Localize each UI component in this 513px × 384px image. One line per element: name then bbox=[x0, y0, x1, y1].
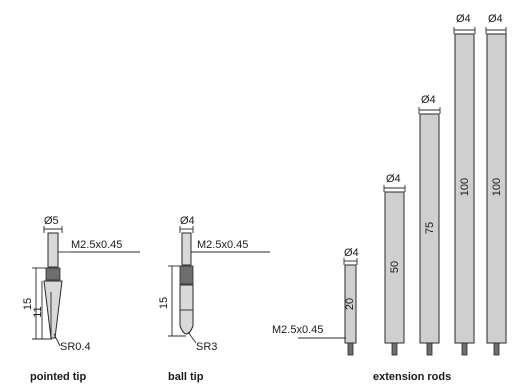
ball-radius-leader bbox=[187, 331, 197, 344]
extension-rods-caption: extension rods bbox=[373, 371, 451, 383]
rod4-thread bbox=[461, 342, 468, 356]
rod5-thread bbox=[493, 342, 500, 356]
rod2-diameter: Ø4 bbox=[386, 173, 401, 185]
extension-rod-75: Ø4 75 bbox=[418, 94, 441, 356]
pointed-tip-knurl bbox=[45, 267, 61, 281]
rod3-diameter: Ø4 bbox=[421, 94, 436, 106]
pointed-tip-shank bbox=[47, 232, 59, 268]
radius-leader bbox=[53, 333, 61, 347]
ball-tip-radius: SR3 bbox=[196, 341, 217, 353]
pointed-tip-caption: pointed tip bbox=[30, 371, 86, 383]
extension-rod-100-a: Ø4 100 bbox=[453, 13, 476, 356]
rod2-length: 50 bbox=[389, 261, 401, 273]
ball-tip-length: 15 bbox=[158, 297, 170, 309]
extension-rod-100-b: Ø4 100 bbox=[485, 13, 507, 356]
rod4-length: 100 bbox=[459, 178, 471, 196]
ball-tip-thread: M2.5x0.45 bbox=[197, 239, 248, 251]
pointed-tip-group: Ø5 M2.5x0.45 15 11 SR0.4 pointed tip bbox=[22, 215, 140, 383]
rod1-length: 20 bbox=[344, 298, 356, 310]
extension-rod-20: Ø4 20 bbox=[343, 247, 359, 356]
rod2-thread bbox=[391, 342, 398, 356]
extension-rod-50: Ø4 50 bbox=[383, 173, 406, 356]
rod1-diameter: Ø4 bbox=[344, 247, 359, 259]
pointed-tip-radius: SR0.4 bbox=[60, 341, 91, 353]
rod5-length: 100 bbox=[491, 178, 503, 196]
pointed-tip-cone bbox=[43, 280, 63, 339]
pointed-tip-thread: M2.5x0.45 bbox=[71, 239, 122, 251]
ball-tip-shank bbox=[181, 232, 192, 266]
ball-tip-body bbox=[179, 284, 194, 335]
rod1-thread bbox=[347, 342, 354, 356]
rod4-diameter: Ø4 bbox=[456, 13, 471, 25]
rod-thread: M2.5x0.45 bbox=[272, 324, 323, 336]
ball-tip-knurl bbox=[179, 265, 194, 285]
pointed-tip-diameter: Ø5 bbox=[44, 215, 59, 227]
ball-tip-caption: ball tip bbox=[168, 371, 204, 383]
ball-tip-group: Ø4 M2.5x0.45 15 SR3 ball tip bbox=[158, 215, 270, 383]
ball-tip-diameter: Ø4 bbox=[180, 215, 195, 227]
extension-rods-group: Ø4 20 M2.5x0.45 Ø4 50 Ø4 75 bbox=[272, 13, 507, 383]
rod5-diameter: Ø4 bbox=[488, 13, 503, 25]
pointed-tip-length-total: 15 bbox=[22, 298, 34, 310]
rod3-length: 75 bbox=[424, 222, 436, 234]
rod3-thread bbox=[426, 342, 433, 356]
pointed-tip-length-cone: 11 bbox=[32, 306, 44, 317]
